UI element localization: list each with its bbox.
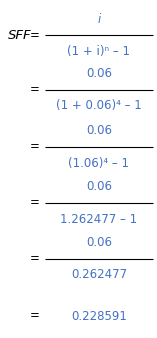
Text: i: i [97, 13, 100, 26]
Text: =: = [30, 196, 39, 209]
Text: (1 + 0.06)⁴ – 1: (1 + 0.06)⁴ – 1 [56, 99, 142, 112]
Text: 0.06: 0.06 [86, 124, 112, 137]
Text: =: = [30, 310, 39, 322]
Text: (1 + i)ⁿ – 1: (1 + i)ⁿ – 1 [67, 45, 130, 58]
Text: 0.06: 0.06 [86, 180, 112, 193]
Text: 0.262477: 0.262477 [71, 268, 127, 281]
Text: =: = [30, 252, 39, 265]
Text: SFF: SFF [8, 29, 31, 42]
Text: 0.06: 0.06 [86, 236, 112, 249]
Text: 0.228591: 0.228591 [71, 310, 127, 322]
Text: 0.06: 0.06 [86, 67, 112, 80]
Text: =: = [30, 141, 39, 153]
Text: =: = [30, 29, 39, 42]
Text: 1.262477 – 1: 1.262477 – 1 [60, 213, 138, 225]
Text: (1.06)⁴ – 1: (1.06)⁴ – 1 [68, 157, 129, 170]
Text: =: = [30, 83, 39, 96]
